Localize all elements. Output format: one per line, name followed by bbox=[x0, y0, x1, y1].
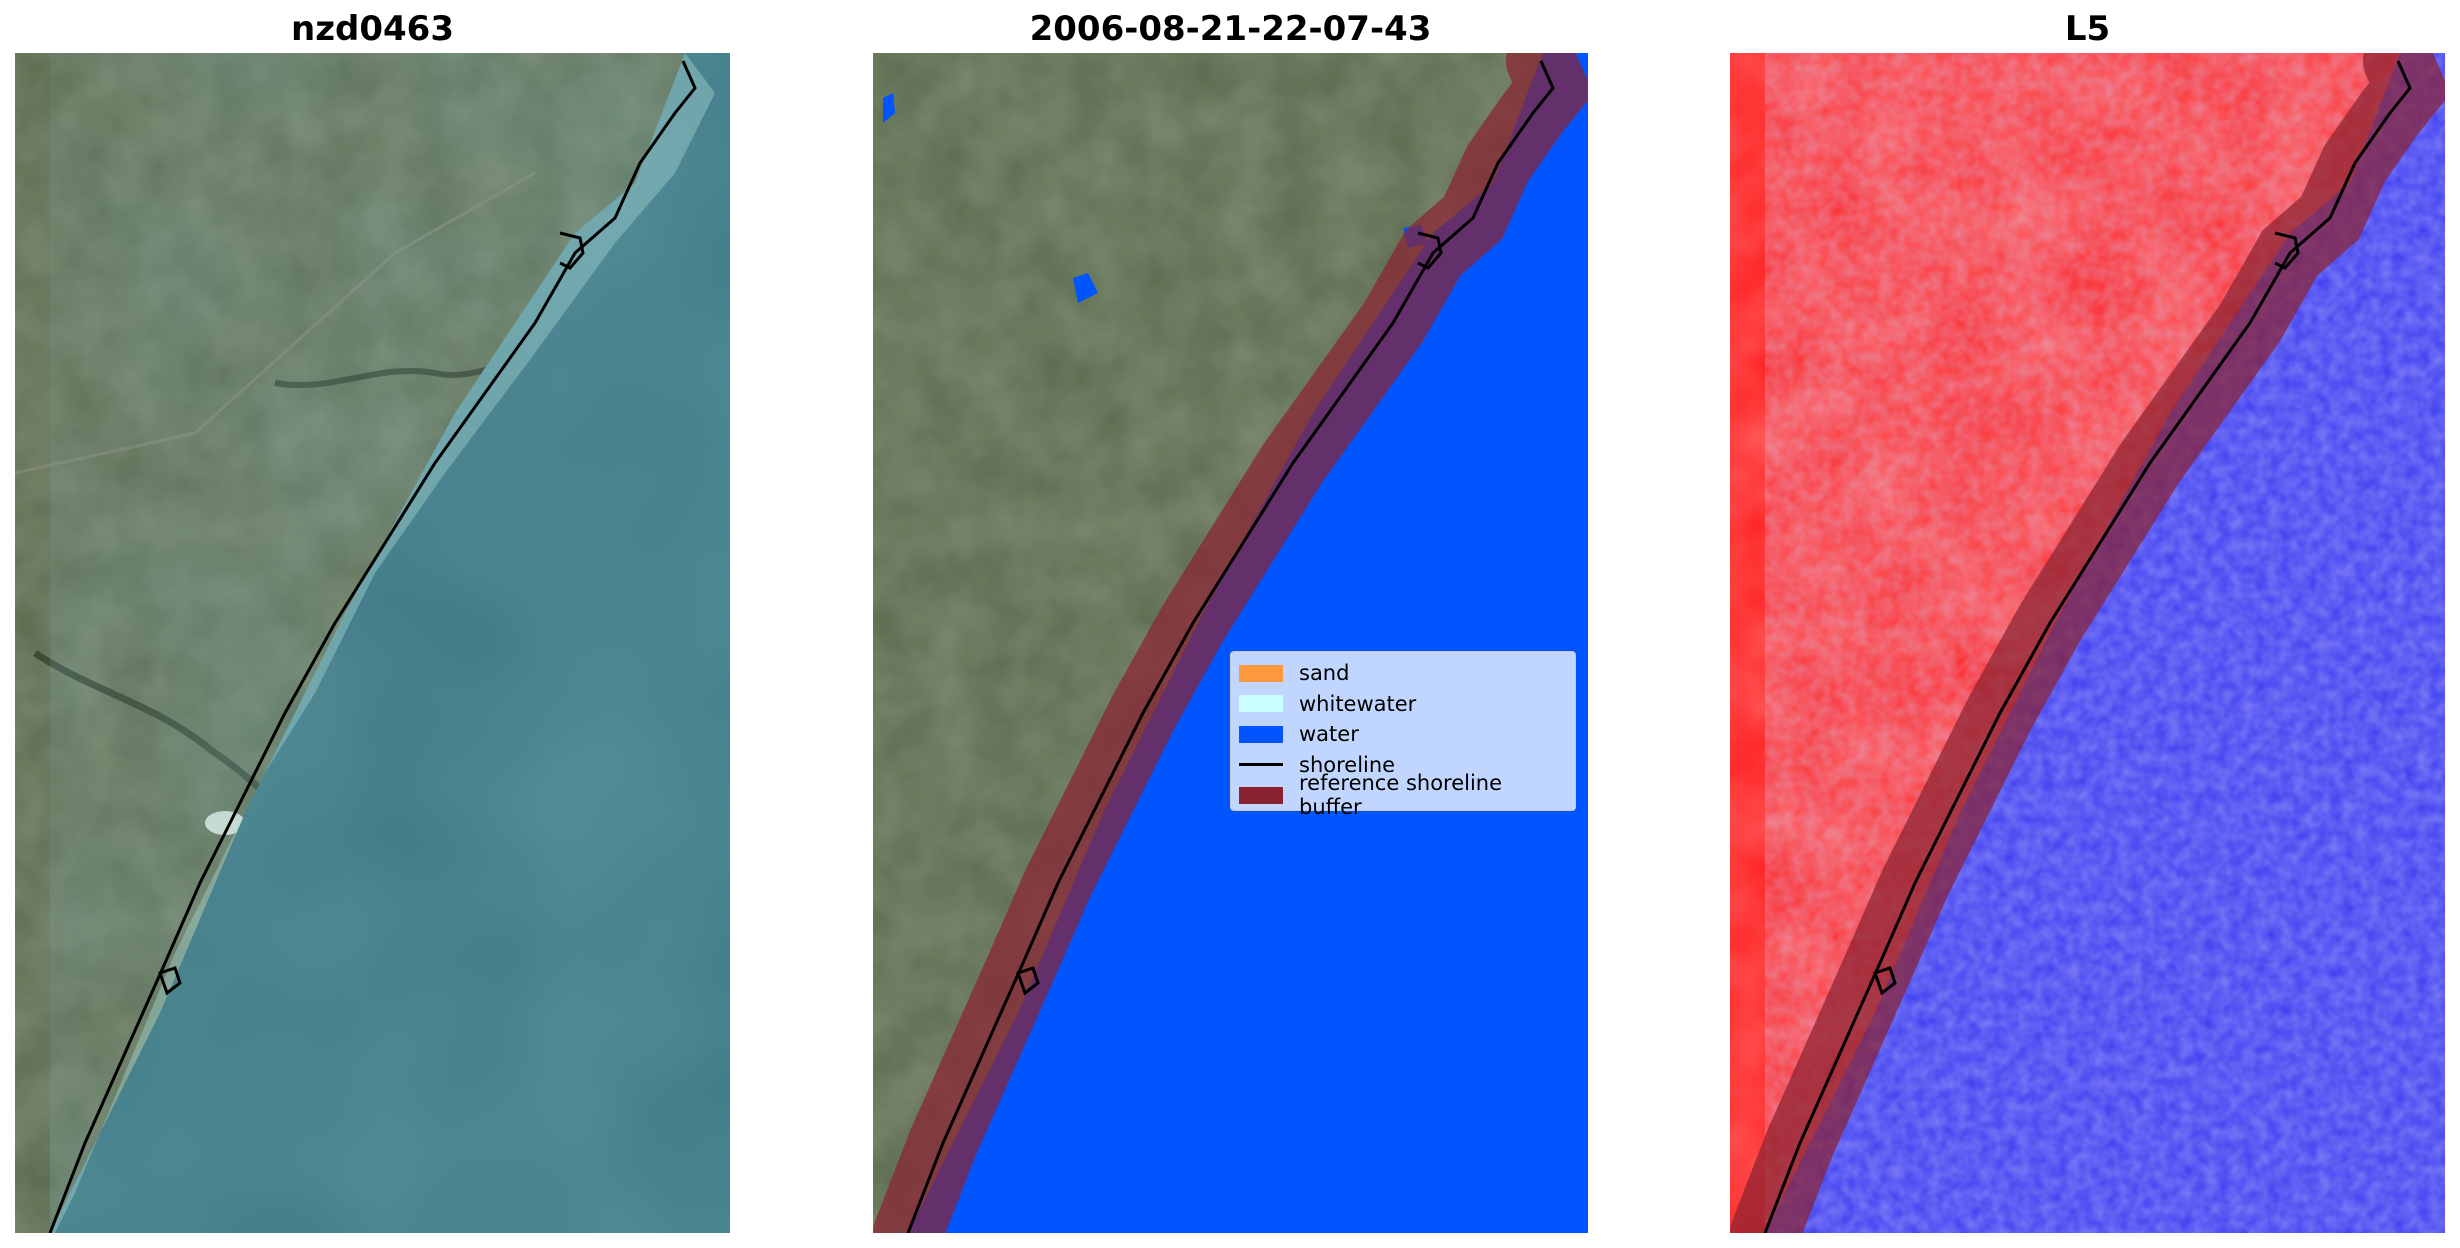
legend-swatch-buffer bbox=[1239, 786, 1283, 804]
shoreline-loop bbox=[559, 231, 585, 270]
legend-entry-whitewater: whitewater bbox=[1239, 689, 1567, 720]
legend-label: reference shoreline buffer bbox=[1299, 771, 1503, 820]
panel-title-3: L5 bbox=[2064, 9, 2111, 49]
shoreline bbox=[48, 60, 697, 1233]
legend-label: water bbox=[1299, 722, 1359, 747]
shoreline-loop bbox=[1873, 966, 1897, 996]
road bbox=[15, 171, 536, 475]
water-patch bbox=[1073, 273, 1098, 303]
index-image-panel bbox=[1730, 53, 2445, 1233]
water-patch bbox=[883, 93, 895, 123]
surf-zone bbox=[50, 53, 715, 1233]
index-image bbox=[1730, 53, 2445, 1233]
classified-image-panel bbox=[873, 53, 1588, 1233]
shoreline bbox=[906, 60, 1555, 1233]
shoreline-loop bbox=[158, 966, 182, 996]
shoreline-loop bbox=[2274, 231, 2300, 270]
bright-spot bbox=[205, 811, 245, 835]
sea-texture bbox=[50, 53, 730, 1233]
legend-swatch-shoreline bbox=[1239, 763, 1283, 767]
shoreline-loop bbox=[1016, 966, 1040, 996]
legend-label: whitewater bbox=[1299, 691, 1417, 716]
panel-title-2: 2006-08-21-22-07-43 bbox=[1029, 9, 1432, 49]
legend-swatch-water bbox=[1239, 725, 1283, 743]
legend-swatch-sand bbox=[1239, 664, 1283, 682]
legend-label: shoreline bbox=[1299, 752, 1396, 777]
legend-swatch-whitewater bbox=[1239, 695, 1283, 713]
legend-entry-sand: sand bbox=[1239, 658, 1567, 689]
shoreline-loop bbox=[1417, 231, 1443, 270]
rgb-image-panel bbox=[15, 53, 730, 1233]
classified-image bbox=[873, 53, 1588, 1233]
legend: sand whitewater water shoreline referenc… bbox=[1230, 651, 1576, 819]
panel-title-1: nzd0463 bbox=[291, 9, 454, 49]
legend-entry-shoreline: shoreline bbox=[1239, 750, 1567, 781]
legend-entry-water: water bbox=[1239, 719, 1567, 750]
legend-label: sand bbox=[1299, 661, 1350, 686]
rgb-image bbox=[15, 53, 730, 1233]
legend-entry-buffer: reference shoreline buffer bbox=[1239, 771, 1567, 819]
shoreline bbox=[1763, 60, 2412, 1233]
